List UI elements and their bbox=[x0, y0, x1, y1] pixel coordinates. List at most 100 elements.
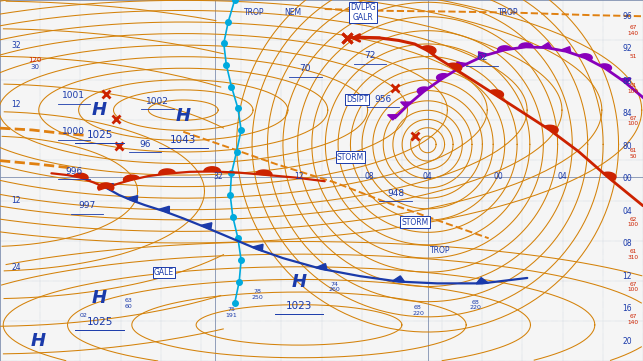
Text: 30: 30 bbox=[31, 64, 40, 70]
Text: 68
220: 68 220 bbox=[470, 300, 482, 310]
Text: 1025: 1025 bbox=[86, 317, 113, 327]
Text: 67
100: 67 100 bbox=[628, 116, 639, 126]
Text: 61
100: 61 100 bbox=[628, 83, 639, 94]
Text: 996: 996 bbox=[66, 167, 82, 176]
Text: 61
310: 61 310 bbox=[628, 249, 639, 260]
Text: 997: 997 bbox=[78, 201, 95, 210]
Text: NEM: NEM bbox=[284, 8, 301, 17]
Text: 20: 20 bbox=[622, 337, 631, 345]
Polygon shape bbox=[159, 206, 169, 213]
Polygon shape bbox=[417, 87, 429, 94]
Polygon shape bbox=[478, 52, 488, 58]
Text: H: H bbox=[92, 289, 107, 307]
Text: 02: 02 bbox=[80, 313, 87, 318]
Text: 04: 04 bbox=[622, 207, 632, 216]
Polygon shape bbox=[388, 115, 398, 120]
Polygon shape bbox=[255, 170, 272, 175]
Polygon shape bbox=[201, 223, 212, 230]
Polygon shape bbox=[579, 54, 592, 60]
Text: 67
140: 67 140 bbox=[628, 25, 639, 36]
Polygon shape bbox=[437, 74, 448, 81]
Polygon shape bbox=[620, 78, 631, 84]
Polygon shape bbox=[541, 43, 552, 48]
Text: 1001: 1001 bbox=[62, 91, 86, 100]
Text: 08: 08 bbox=[365, 173, 374, 181]
Text: 04: 04 bbox=[422, 173, 433, 181]
Polygon shape bbox=[98, 183, 113, 190]
Polygon shape bbox=[519, 43, 533, 47]
Text: 12: 12 bbox=[294, 173, 303, 181]
Text: TROP: TROP bbox=[244, 8, 264, 17]
Text: H: H bbox=[92, 101, 107, 119]
Text: 1025: 1025 bbox=[86, 130, 113, 140]
Polygon shape bbox=[252, 244, 263, 251]
Text: 88: 88 bbox=[622, 77, 631, 86]
Text: GALE: GALE bbox=[154, 268, 174, 277]
Text: 24: 24 bbox=[12, 263, 21, 271]
Text: 63
60: 63 60 bbox=[125, 298, 132, 309]
Polygon shape bbox=[545, 125, 558, 134]
Polygon shape bbox=[476, 278, 489, 284]
Text: H: H bbox=[291, 273, 307, 291]
Polygon shape bbox=[127, 196, 138, 203]
Text: H: H bbox=[31, 332, 46, 350]
Text: DSIPT: DSIPT bbox=[346, 95, 368, 104]
Polygon shape bbox=[603, 172, 616, 181]
Polygon shape bbox=[100, 183, 114, 190]
Text: STORM: STORM bbox=[401, 218, 428, 226]
Text: 74
260: 74 260 bbox=[329, 282, 340, 292]
Polygon shape bbox=[489, 90, 503, 98]
Text: 120: 120 bbox=[29, 57, 42, 62]
Polygon shape bbox=[393, 276, 404, 282]
Text: 04: 04 bbox=[557, 173, 568, 181]
Text: 1043: 1043 bbox=[170, 135, 197, 145]
Polygon shape bbox=[600, 64, 611, 71]
Text: 72: 72 bbox=[364, 52, 376, 60]
Polygon shape bbox=[123, 175, 140, 182]
Polygon shape bbox=[561, 47, 571, 53]
Text: 12: 12 bbox=[622, 272, 631, 280]
Text: H: H bbox=[176, 106, 191, 125]
Polygon shape bbox=[422, 46, 436, 54]
Text: 62: 62 bbox=[476, 53, 488, 62]
Polygon shape bbox=[401, 102, 411, 107]
Text: 84: 84 bbox=[622, 109, 631, 118]
Text: 96: 96 bbox=[139, 140, 150, 149]
Text: 948: 948 bbox=[387, 189, 404, 197]
Polygon shape bbox=[73, 173, 88, 179]
Text: 32: 32 bbox=[12, 41, 21, 49]
Text: 70: 70 bbox=[300, 64, 311, 73]
Text: 68
220: 68 220 bbox=[412, 305, 424, 316]
Text: 00: 00 bbox=[622, 174, 632, 183]
Text: 78
250: 78 250 bbox=[251, 289, 263, 300]
Text: 80: 80 bbox=[622, 142, 631, 151]
Text: 75
191: 75 191 bbox=[226, 307, 237, 318]
Polygon shape bbox=[204, 167, 221, 171]
Text: 12: 12 bbox=[12, 196, 21, 205]
Text: 00: 00 bbox=[493, 173, 503, 181]
Text: 51: 51 bbox=[629, 54, 637, 65]
Text: 32: 32 bbox=[214, 173, 223, 181]
Polygon shape bbox=[448, 63, 462, 71]
Polygon shape bbox=[316, 264, 327, 270]
Text: 12: 12 bbox=[12, 100, 21, 109]
Polygon shape bbox=[102, 184, 113, 190]
Text: 1002: 1002 bbox=[146, 97, 169, 105]
Text: 62
100: 62 100 bbox=[628, 217, 639, 227]
Text: 67
140: 67 140 bbox=[628, 314, 639, 325]
Text: 956: 956 bbox=[374, 95, 391, 104]
Text: 61
50: 61 50 bbox=[629, 148, 637, 159]
Text: 1000: 1000 bbox=[62, 127, 86, 136]
Text: 16: 16 bbox=[622, 304, 631, 313]
Polygon shape bbox=[457, 62, 467, 68]
Polygon shape bbox=[498, 46, 511, 51]
Text: 92: 92 bbox=[622, 44, 631, 53]
Text: 67
100: 67 100 bbox=[628, 282, 639, 292]
Text: STORM: STORM bbox=[337, 153, 364, 161]
Text: 1023: 1023 bbox=[285, 301, 312, 311]
Text: TROP: TROP bbox=[498, 8, 518, 17]
Text: 08: 08 bbox=[622, 239, 631, 248]
Text: 96: 96 bbox=[622, 12, 632, 21]
Text: TROP: TROP bbox=[430, 247, 451, 255]
Text: DVLPG
GALR: DVLPG GALR bbox=[350, 3, 376, 22]
